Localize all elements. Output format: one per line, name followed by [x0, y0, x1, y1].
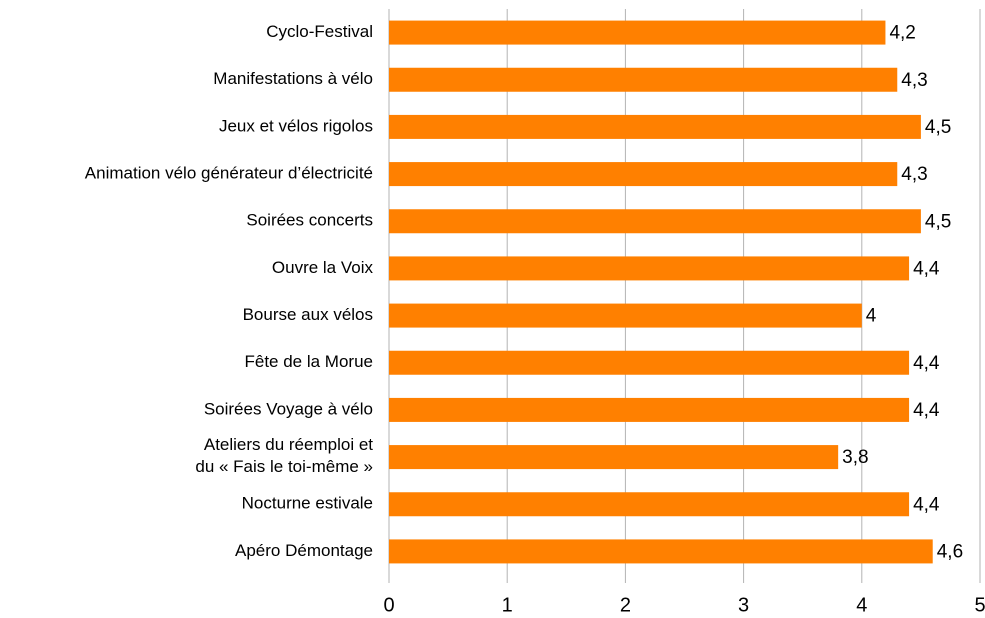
bar — [389, 445, 839, 470]
bar — [389, 539, 933, 564]
bar — [389, 256, 910, 281]
value-label: 4,3 — [901, 164, 927, 185]
value-label: 4,4 — [913, 353, 940, 374]
y-tick-label: Cyclo-Festival — [266, 22, 373, 41]
y-tick-label: Animation vélo générateur d’électricité — [85, 164, 373, 183]
y-tick-label: Fête de la Morue — [244, 352, 373, 371]
y-tick-label: Apéro Démontage — [235, 541, 373, 560]
bar — [389, 209, 921, 234]
value-label: 4,6 — [937, 541, 963, 562]
x-tick-label: 2 — [620, 594, 631, 616]
value-label: 4 — [866, 306, 877, 327]
bar — [389, 67, 898, 92]
bar — [389, 350, 910, 375]
x-tick-label: 0 — [383, 594, 394, 616]
x-tick-label: 5 — [974, 594, 985, 616]
x-tick-label: 1 — [502, 594, 513, 616]
bar — [389, 162, 898, 187]
x-tick-label: 4 — [856, 594, 867, 616]
bar — [389, 114, 921, 139]
y-tick-label: Manifestations à vélo — [213, 69, 373, 88]
value-label: 4,4 — [913, 400, 940, 421]
value-label: 4,5 — [925, 117, 951, 138]
bar — [389, 303, 862, 328]
bar — [389, 492, 910, 517]
x-tick-label: 3 — [738, 594, 749, 616]
y-tick-label: Ateliers du réemploi et du « Fais le toi-… — [195, 436, 373, 477]
y-tick-label: Jeux et vélos rigolos — [219, 116, 373, 135]
y-tick-label: Bourse aux vélos — [243, 305, 373, 324]
y-tick-label: Soirées concerts — [246, 211, 373, 230]
value-label: 4,5 — [925, 211, 951, 232]
value-label: 3,8 — [842, 447, 868, 468]
bar — [389, 397, 910, 422]
value-label: 4,4 — [913, 494, 940, 515]
y-tick-label: Ouvre la Voix — [272, 258, 374, 277]
value-label: 4,3 — [901, 70, 927, 91]
y-tick-label: Nocturne estivale — [242, 494, 373, 513]
y-tick-label: Soirées Voyage à vélo — [204, 399, 373, 418]
value-label: 4,4 — [913, 258, 940, 279]
bar — [389, 20, 886, 45]
value-label: 4,2 — [889, 23, 915, 44]
